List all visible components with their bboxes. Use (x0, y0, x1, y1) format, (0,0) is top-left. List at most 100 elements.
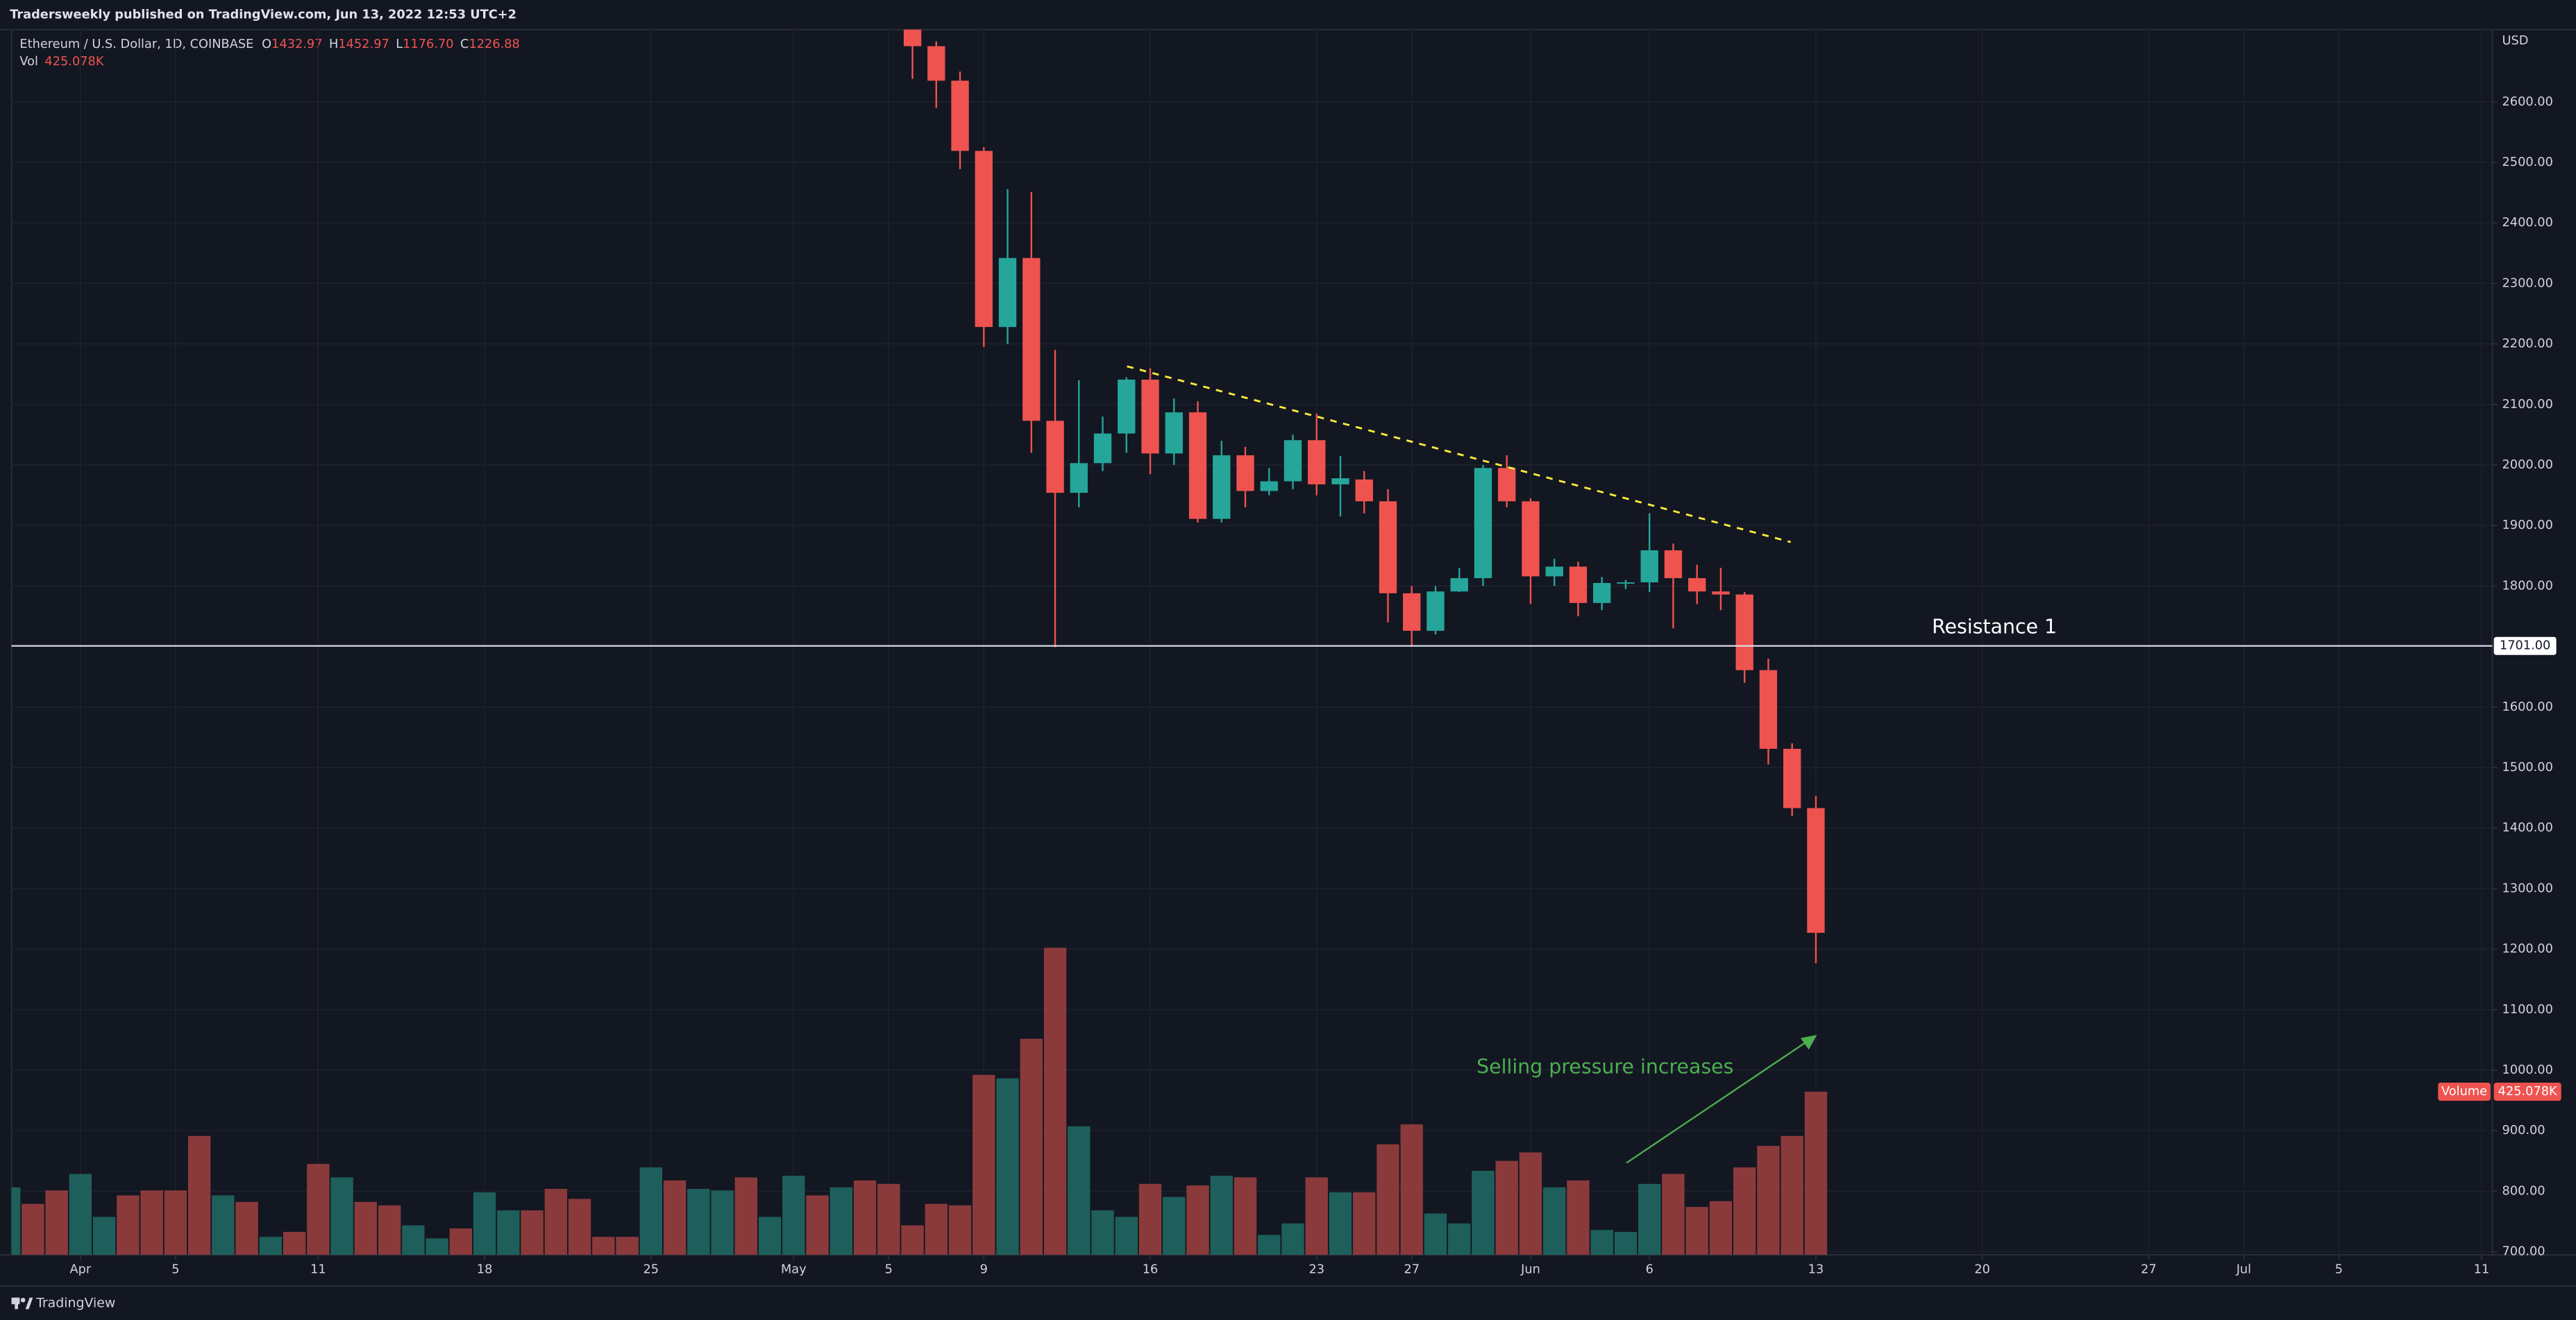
volume-bar (1186, 1185, 1209, 1255)
volume-bar (925, 1203, 948, 1255)
volume-legend: Vol 425.078K (19, 55, 104, 69)
volume-bar (449, 1228, 473, 1255)
volume-bar (1091, 1210, 1114, 1255)
volume-bar (330, 1177, 353, 1255)
x-tick-label: 13 (1808, 1263, 1824, 1277)
volume-bar (307, 1164, 330, 1255)
x-tick-label: 16 (1143, 1263, 1159, 1277)
ohlc-label: H (329, 37, 338, 51)
candle-body (1141, 380, 1159, 454)
volume-bar (1781, 1135, 1803, 1255)
volume-bar (639, 1167, 663, 1255)
resistance-tag (2493, 636, 2557, 655)
volume-bar (1662, 1174, 1685, 1255)
x-tick-label: 11 (310, 1263, 326, 1277)
volume-bar (592, 1237, 615, 1255)
volume-bar (402, 1225, 425, 1255)
candle-body (1046, 421, 1064, 493)
volume-name: Volume (2441, 1085, 2487, 1099)
footer-logo (11, 1297, 33, 1310)
x-tick-label: Apr (70, 1263, 92, 1277)
publisher: Tradersweekly published on TradingView.c… (10, 8, 516, 22)
volume-bar (687, 1189, 710, 1255)
volume-bar (711, 1190, 734, 1255)
candle-body (1688, 578, 1706, 592)
volume-bar (830, 1187, 852, 1255)
symbol: Ethereum / U.S. Dollar, 1D, COINBASE (19, 37, 253, 51)
volume-bar (1448, 1223, 1471, 1255)
ohlc-value: 1176.70 (403, 37, 453, 51)
y-tick-label: 1800.00 (2502, 579, 2552, 593)
volume-bar (1377, 1144, 1399, 1255)
candle-body (1545, 566, 1563, 577)
grid (11, 29, 2493, 1255)
volume-bar (1495, 1160, 1518, 1255)
volume-legend-label: Vol (19, 55, 38, 69)
volume-bar (426, 1238, 448, 1255)
ohlc-label: L (396, 37, 403, 51)
x-tick-label: 6 (1646, 1263, 1653, 1277)
volume-bar (973, 1074, 995, 1255)
y-tick-label: 2300.00 (2502, 276, 2552, 290)
candle-body (1474, 468, 1492, 579)
ohlc-label: C (460, 37, 469, 51)
candle-body (1640, 550, 1658, 583)
volume-bar (1757, 1146, 1780, 1255)
ohlc-value: 1452.97 (338, 37, 389, 51)
y-tick-label: 1400.00 (2502, 821, 2552, 835)
annotation-arrow (1626, 1037, 1813, 1164)
candle-body (998, 257, 1017, 328)
volume-bar (758, 1217, 782, 1255)
volume-bar (806, 1195, 829, 1255)
candle-body (1093, 433, 1112, 464)
candle-body (1450, 578, 1468, 592)
volume-bar (1685, 1207, 1708, 1255)
x-tick-label: 5 (2335, 1263, 2343, 1277)
volume-bar (1305, 1177, 1328, 1255)
annotation: Selling pressure increases (1476, 1055, 1733, 1078)
volume-bar (212, 1195, 235, 1255)
candle-body (1735, 594, 1753, 670)
candle-body (1426, 591, 1445, 631)
x-tick-label: 11 (2474, 1263, 2490, 1277)
y-tick-label: 800.00 (2502, 1184, 2545, 1198)
volume-bar (69, 1174, 92, 1255)
candle-body (1522, 501, 1540, 577)
footer: TradingView (35, 1296, 115, 1311)
volume-bar (1590, 1230, 1613, 1255)
candle-body (1498, 468, 1516, 502)
x-tick-label: 27 (2141, 1263, 2157, 1277)
x-tick-label: 20 (1974, 1263, 1990, 1277)
volume-bar (11, 1187, 21, 1255)
volume-bar (1472, 1171, 1495, 1255)
volume-bar (1400, 1124, 1423, 1255)
volume-bar (1519, 1152, 1542, 1255)
y-tick-label: 2000.00 (2502, 458, 2552, 472)
volume-bar (1115, 1217, 1138, 1255)
trendline (1127, 365, 1792, 543)
candle-body (1283, 440, 1302, 482)
volume-bar (1163, 1196, 1186, 1255)
candle-body (1783, 748, 1801, 809)
volume-bar (378, 1205, 401, 1255)
volume-bar (1353, 1192, 1376, 1255)
y-tick-label: 1600.00 (2502, 700, 2552, 714)
volume-bar (1258, 1235, 1281, 1255)
volume-bar (782, 1176, 805, 1255)
volume-bar (1234, 1177, 1257, 1255)
candle-body (1331, 478, 1349, 484)
x-tick-label: Jul (2236, 1263, 2251, 1277)
volume-bar (259, 1237, 283, 1255)
candle-body (951, 81, 969, 151)
y-tick-label: 1500.00 (2502, 761, 2552, 775)
volume-bar (663, 1180, 687, 1255)
volume-pane (11, 947, 1828, 1255)
volume-bar (1543, 1187, 1566, 1255)
volume-bar (22, 1203, 44, 1255)
volume-bar (1020, 1038, 1043, 1255)
volume-bar (901, 1225, 924, 1255)
candle-body (1664, 550, 1683, 579)
candle-body (1593, 583, 1611, 603)
